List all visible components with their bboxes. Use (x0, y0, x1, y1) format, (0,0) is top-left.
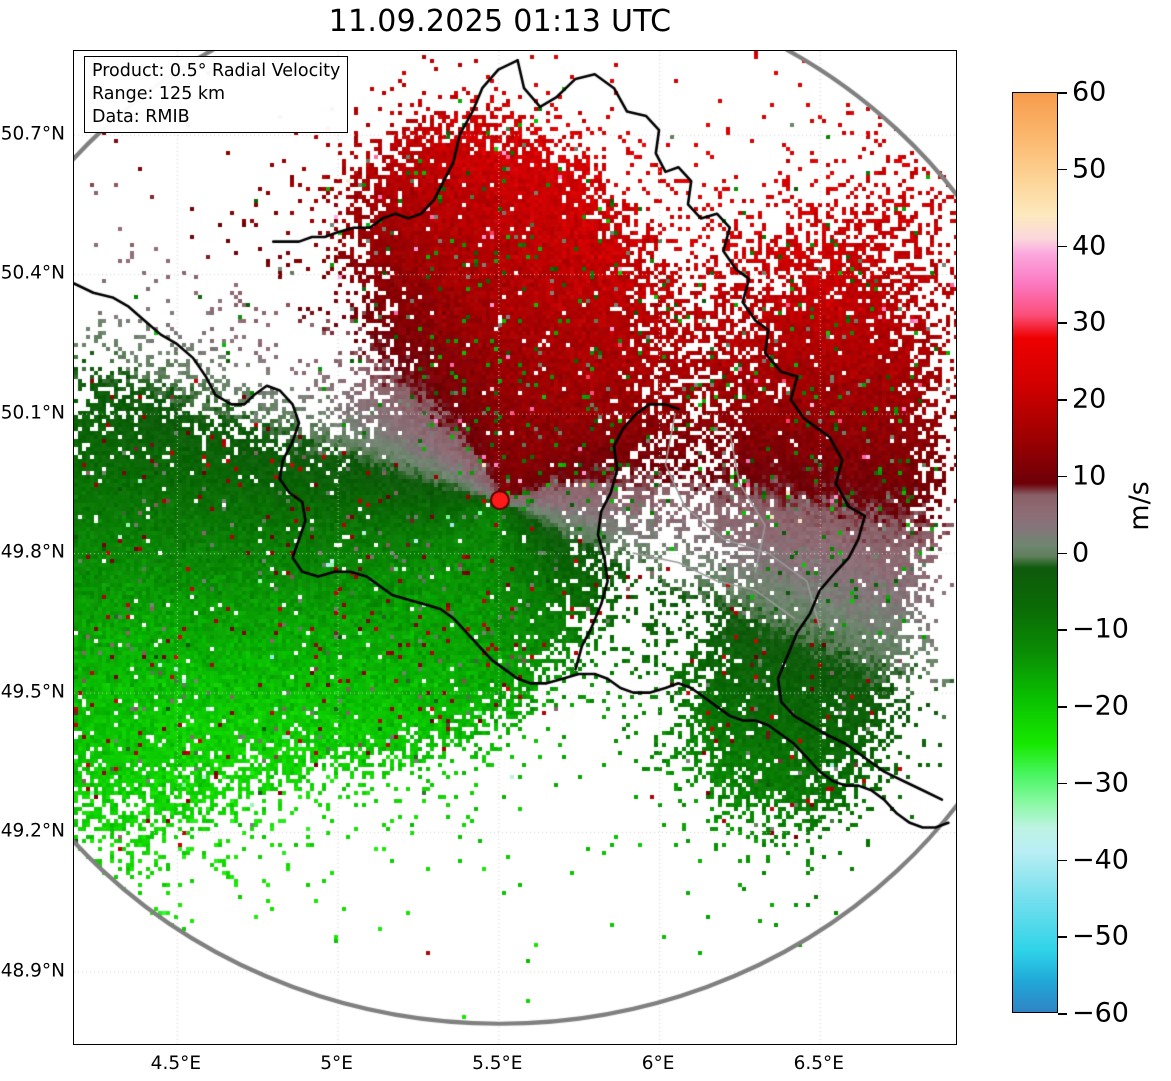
x-tick-label-0: 4.5°E (150, 1053, 202, 1074)
page-title: 11.09.2025 01:13 UTC (328, 4, 672, 39)
colorbar-tick-label-1: 50 (1072, 153, 1107, 185)
colorbar-tick-0 (1058, 92, 1067, 94)
colorbar: 60 50 40 30 20 10 0 −10 −20 −30 −40 −50 −60 (1012, 77, 1129, 1029)
colorbar-unit-label: m/s (1124, 481, 1155, 531)
y-tick-label-1: 50.4°N (0, 262, 65, 284)
colorbar-tick-3 (1058, 322, 1067, 324)
colorbar-tick-label-9: −30 (1072, 767, 1129, 799)
colorbar-tick-label-12: −60 (1072, 997, 1129, 1029)
colorbar-tick-label-2: 40 (1072, 230, 1107, 261)
colorbar-tick-12 (1058, 1013, 1067, 1015)
y-tick-label-5: 49.2°N (0, 820, 65, 842)
y-tick-label-2: 50.1°N (0, 402, 65, 424)
x-tick-label-1: 5°E (320, 1053, 353, 1074)
product-info-box: Product: 0.5° Radial Velocity Range: 125… (84, 56, 349, 134)
colorbar-tick-6 (1058, 552, 1067, 555)
colorbar-tick-label-8: −20 (1072, 690, 1129, 722)
info-product-line: Product: 0.5° Radial Velocity (92, 61, 341, 81)
y-tick-label-6: 48.9°N (0, 960, 65, 982)
colorbar-tick-label-11: −50 (1072, 920, 1129, 952)
y-tick-label-0: 50.7°N (0, 123, 65, 145)
colorbar-tick-label-0: 60 (1072, 76, 1107, 108)
y-tick-label-4: 49.5°N (0, 681, 65, 703)
colorbar-tick-4 (1058, 399, 1067, 401)
colorbar-tick-9 (1058, 782, 1067, 785)
x-tick-label-2: 5.5°E (472, 1053, 523, 1074)
radar-velocity-canvas (74, 51, 956, 1044)
colorbar-tick-11 (1058, 936, 1067, 938)
colorbar-tick-2 (1058, 245, 1067, 248)
colorbar-tick-10 (1058, 859, 1067, 862)
x-tick-label-4: 6.5°E (793, 1053, 844, 1074)
colorbar-tick-5 (1058, 475, 1067, 478)
colorbar-tick-1 (1058, 168, 1067, 171)
colorbar-tick-label-3: 30 (1072, 306, 1107, 338)
y-tick-label-3: 49.8°N (0, 541, 65, 563)
colorbar-gradient (1012, 92, 1058, 1013)
radar-plot-area: Product: 0.5° Radial Velocity Range: 125… (73, 50, 957, 1045)
info-range-line: Range: 125 km (92, 83, 226, 104)
colorbar-tick-label-6: 0 (1072, 537, 1090, 568)
colorbar-tick-label-10: −40 (1072, 844, 1129, 875)
colorbar-tick-7 (1058, 629, 1067, 631)
x-tick-label-3: 6°E (641, 1053, 675, 1074)
colorbar-tick-label-4: 20 (1072, 383, 1107, 415)
colorbar-tick-label-5: 10 (1072, 460, 1107, 492)
colorbar-tick-label-7: −10 (1072, 613, 1129, 645)
colorbar-tick-8 (1058, 706, 1067, 708)
info-data-line: Data: RMIB (92, 106, 190, 127)
